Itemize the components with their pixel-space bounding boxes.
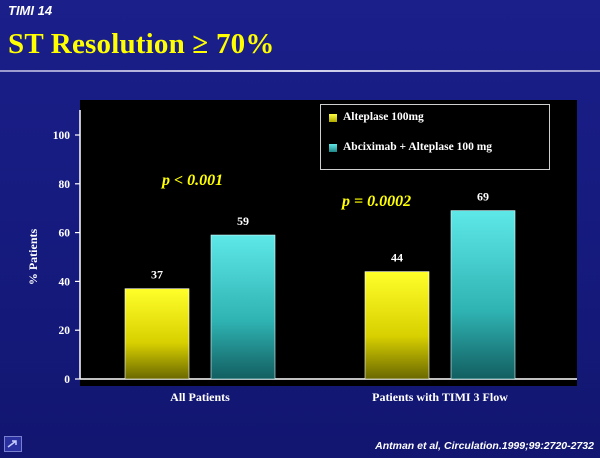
title-divider: [0, 70, 600, 72]
legend-label-series-1: Alteplase 100mg: [343, 111, 424, 123]
legend-item-series-2: Abciximab + Alteplase 100 mg: [329, 141, 543, 154]
bar-series-1-cat-0: [124, 288, 190, 380]
y-tick-label-5: 100: [53, 130, 71, 142]
y-tick-label-2: 40: [59, 276, 71, 288]
legend-label-series-2: Abciximab + Alteplase 100 mg: [343, 141, 493, 153]
bar-series-2-cat-0: [210, 234, 276, 380]
y-tick-label-3: 60: [59, 228, 71, 240]
data-label-series-2-cat-0: 59: [237, 214, 249, 228]
bar-series-1-cat-1: [364, 271, 430, 380]
data-label-series-1-cat-0: 37: [151, 268, 163, 282]
y-tick-label-0: 0: [64, 374, 70, 386]
legend: Alteplase 100mg Abciximab + Alteplase 10…: [320, 104, 550, 170]
legend-swatch-series-2: [329, 144, 337, 152]
y-tick-label-1: 20: [59, 325, 71, 337]
slide-title: ST Resolution ≥ 70%: [8, 28, 275, 60]
y-tick-label-4: 80: [59, 179, 71, 191]
citation: Antman et al, Circulation.1999;99:2720-2…: [375, 440, 594, 452]
y-axis-title: % Patients: [26, 229, 40, 286]
p-value-all-patients: p < 0.001: [162, 172, 224, 189]
data-label-series-1-cat-1: 44: [391, 251, 403, 265]
legend-swatch-series-1: [329, 114, 337, 122]
p-value-timi3-flow: p = 0.0002: [342, 193, 412, 210]
slide-nav-icon[interactable]: [4, 436, 22, 452]
x-category-label-0: All Patients: [170, 390, 230, 404]
legend-item-series-1: Alteplase 100mg: [329, 111, 543, 124]
x-category-label-1: Patients with TIMI 3 Flow: [372, 390, 508, 404]
data-label-series-2-cat-1: 69: [477, 190, 489, 204]
bar-series-2-cat-1: [450, 210, 516, 380]
slide-kicker: TIMI 14: [8, 3, 53, 18]
